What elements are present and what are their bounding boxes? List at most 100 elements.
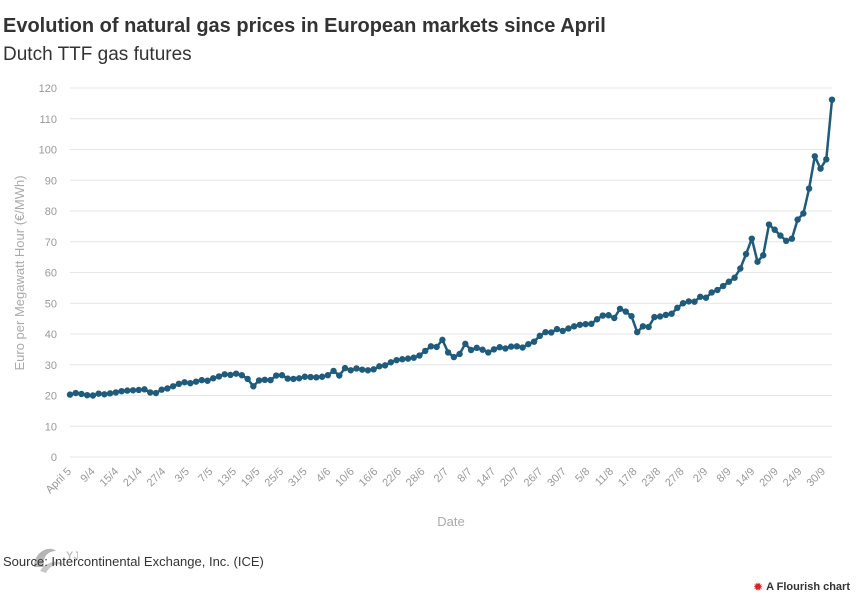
data-point	[731, 274, 738, 281]
data-point	[89, 392, 97, 399]
x-tick-label: 8/9	[715, 466, 734, 485]
data-point	[708, 289, 715, 296]
data-point	[273, 372, 280, 379]
x-tick-label: 3/5	[173, 466, 192, 485]
data-point	[175, 380, 183, 388]
data-point	[227, 371, 234, 379]
data-point	[485, 349, 492, 356]
flourish-logo-icon: ✹	[753, 580, 764, 594]
data-point	[553, 325, 561, 333]
x-tick-label: 4/6	[314, 466, 333, 485]
data-point	[811, 153, 819, 160]
data-point	[742, 250, 750, 258]
data-point	[634, 328, 641, 336]
data-point	[611, 314, 618, 322]
chart-title: Evolution of natural gas prices in Europ…	[3, 15, 606, 37]
data-point	[152, 389, 160, 397]
data-point	[112, 389, 120, 396]
data-point	[530, 338, 538, 345]
x-tick-label: 13/5	[215, 466, 239, 490]
data-point	[427, 343, 435, 350]
x-tick-label: 21/4	[121, 466, 145, 490]
data-point	[330, 367, 337, 375]
data-point	[444, 349, 452, 356]
data-point	[376, 363, 383, 370]
y-tick-label: 120	[39, 83, 57, 95]
data-point	[422, 347, 429, 355]
data-point	[72, 389, 79, 397]
data-point	[141, 386, 148, 393]
data-point	[582, 320, 589, 328]
data-point	[129, 387, 137, 394]
data-point	[565, 325, 572, 332]
data-point	[83, 391, 91, 399]
data-point	[215, 373, 223, 380]
data-point	[358, 366, 366, 373]
data-point	[318, 373, 326, 380]
flourish-credit-label: A Flourish chart	[766, 581, 850, 593]
x-tick-label: 11/8	[593, 466, 616, 489]
data-point	[651, 313, 658, 321]
data-point	[381, 362, 389, 369]
x-tick-label: 2/9	[691, 466, 710, 485]
x-tick-label: 20/9	[757, 466, 781, 490]
data-point	[467, 346, 475, 354]
data-point	[588, 320, 595, 328]
y-axis-ticks: 0 10 20 30 40 50 60 70 80 90 100 110 120	[39, 83, 57, 464]
data-point	[559, 327, 566, 335]
data-point	[502, 345, 509, 352]
data-point	[410, 354, 417, 361]
data-point	[788, 235, 796, 242]
data-point	[261, 376, 268, 384]
series-group	[66, 96, 836, 399]
data-point	[800, 210, 807, 217]
y-tick-label: 100	[39, 145, 57, 157]
data-point	[238, 372, 246, 379]
data-point	[341, 364, 349, 372]
data-point	[290, 375, 297, 383]
data-point	[760, 252, 767, 259]
data-point	[278, 372, 286, 379]
x-tick-label: 24/9	[781, 466, 805, 490]
data-point	[106, 390, 114, 397]
data-point	[66, 391, 74, 398]
x-tick-label: 31/5	[286, 466, 310, 490]
data-point	[473, 344, 480, 352]
data-point	[364, 367, 372, 374]
gridlines	[70, 87, 832, 458]
x-tick-label: 26/7	[522, 466, 546, 490]
data-point	[748, 235, 755, 242]
y-tick-label: 70	[45, 237, 57, 249]
data-point	[95, 390, 102, 397]
data-point	[714, 286, 721, 294]
data-point	[158, 386, 165, 393]
data-point	[519, 344, 526, 351]
data-point	[347, 367, 354, 374]
data-point	[192, 378, 200, 385]
y-tick-label: 10	[45, 421, 57, 433]
x-tick-label: 15/4	[98, 466, 122, 490]
data-point	[548, 329, 555, 336]
data-point	[387, 359, 395, 366]
data-point	[250, 383, 257, 390]
data-point	[301, 373, 309, 380]
data-point	[794, 216, 801, 223]
x-tick-label: 2/7	[432, 466, 451, 485]
data-point	[232, 370, 240, 377]
flourish-credit[interactable]: ✹ A Flourish chart	[753, 580, 850, 594]
data-point	[255, 377, 263, 384]
source-note: Source: Intercontinental Exchange, Inc. …	[3, 554, 264, 569]
x-tick-label: 19/5	[239, 466, 263, 490]
data-point	[679, 300, 687, 307]
y-tick-label: 60	[45, 268, 57, 280]
data-point	[616, 305, 624, 312]
data-point	[147, 389, 154, 396]
x-tick-label: 22/6	[380, 466, 404, 490]
x-tick-label: April 5	[44, 466, 75, 497]
data-point	[668, 310, 675, 317]
data-point	[536, 332, 544, 340]
data-point	[479, 346, 486, 353]
data-point	[450, 353, 458, 361]
data-point	[204, 377, 211, 384]
data-point	[307, 373, 314, 381]
